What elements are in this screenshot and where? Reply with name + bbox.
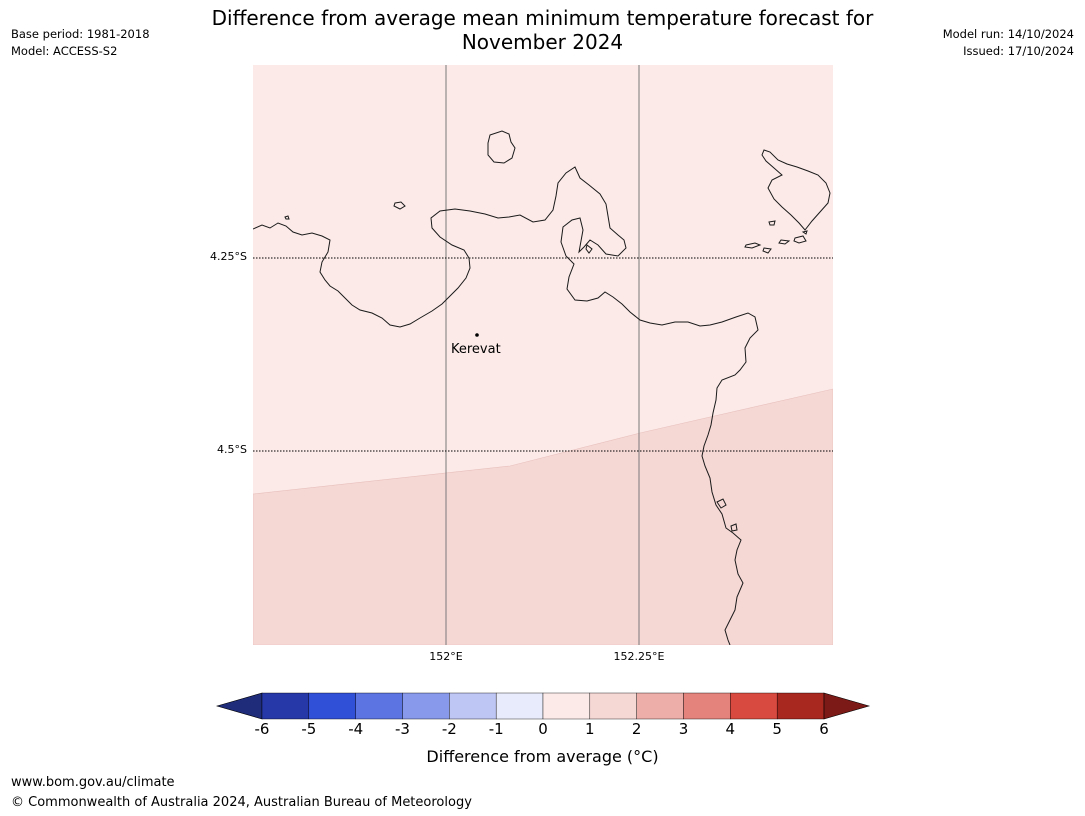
lat-label-4-25s: 4.25°S [210,250,247,263]
chart-title: Difference from average mean minimum tem… [0,6,1085,54]
map-panel [253,65,833,645]
colorbar-cell [730,692,778,720]
metadata-left: Base period: 1981-2018 Model: ACCESS-S2 [11,26,150,60]
colorbar-cell [308,692,356,720]
colorbar-cell [261,692,310,720]
colorbar-tick-label: -6 [254,720,270,738]
title-line-2: November 2024 [461,30,624,54]
island-north [487,130,516,164]
model-name: Model: ACCESS-S2 [11,44,118,58]
colorbar-tick-label: 4 [725,720,736,738]
islet-ne-3 [778,239,791,245]
islet-east-coast-1 [716,498,727,509]
colorbar-cell [355,692,403,720]
colorbar-tick-label: 2 [631,720,642,738]
lon-label-152-25e: 152.25°E [613,650,665,663]
islet-ne-1 [744,242,762,249]
islet-ne-6 [801,230,808,235]
title-line-1: Difference from average mean minimum tem… [211,6,874,30]
colorbar [215,692,871,720]
colorbar-tick-label: -2 [441,720,457,738]
colorbar-tick-label: 1 [585,720,595,738]
colorbar-tick-label: 6 [819,720,829,738]
islet-ne-5 [768,220,776,226]
colorbar-cell [776,692,825,720]
base-period: Base period: 1981-2018 [11,27,150,41]
colorbar-tick-label: -3 [395,720,410,738]
colorbar-cells [261,692,825,720]
colorbar-cell [589,692,637,720]
islet-ne-2 [762,247,772,254]
colorbar-label: Difference from average (°C) [426,747,659,766]
lat-label-4-5s: 4.5°S [217,443,247,456]
islet-west [393,201,406,210]
colorbar-cell [449,692,497,720]
colorbar-tick-label: -4 [348,720,364,738]
lon-label-152e: 152°E [429,650,463,663]
colorbar-under-arrow [215,692,263,720]
colorbar-cell [542,692,591,720]
headland-inner [585,244,593,254]
coastline-main [253,166,759,645]
footer-copyright: © Commonwealth of Australia 2024, Austra… [11,795,472,810]
coastline [253,130,831,645]
issued-date: Issued: 17/10/2024 [963,44,1074,58]
islet-far-west [284,215,290,220]
colorbar-cell [683,692,731,720]
colorbar-tick-label: -5 [301,720,317,738]
colorbar-tick-label: 0 [538,720,548,738]
islet-ne-4 [793,235,807,244]
colorbar-tick-label: 3 [678,720,689,738]
colorbar-tick-label: 5 [772,720,782,738]
place-label-kerevat: Kerevat [451,342,501,357]
islet-east-coast-2 [730,523,738,532]
model-run: Model run: 14/10/2024 [942,27,1074,41]
footer-url: www.bom.gov.au/climate [11,775,175,790]
metadata-right: Model run: 14/10/2024 Issued: 17/10/2024 [943,26,1074,60]
kerevat-marker [475,333,479,337]
colorbar-cell [636,692,684,720]
colorbar-cell [495,692,544,720]
anomaly-region-1-to-2 [253,388,833,645]
colorbar-over-arrow [823,692,871,720]
island-northeast [761,149,831,231]
colorbar-cell [402,692,450,720]
colorbar-tick-label: -1 [488,720,504,738]
